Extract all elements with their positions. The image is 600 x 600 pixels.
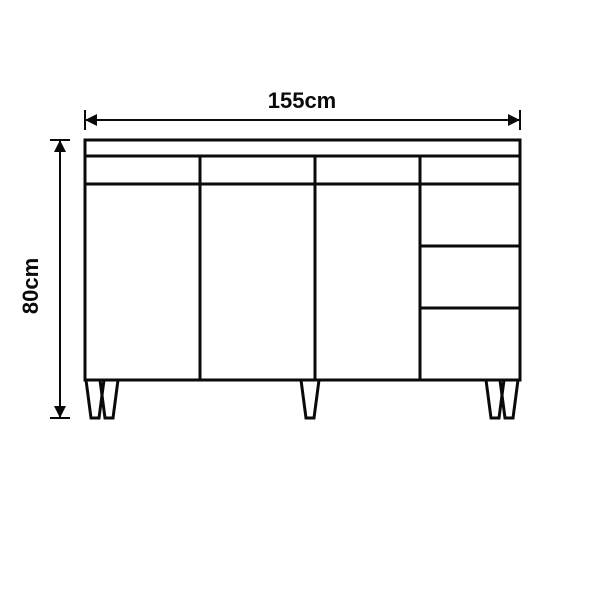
dimension-width-label: 155cm <box>268 88 337 113</box>
dimension-height-label: 80cm <box>18 258 43 314</box>
